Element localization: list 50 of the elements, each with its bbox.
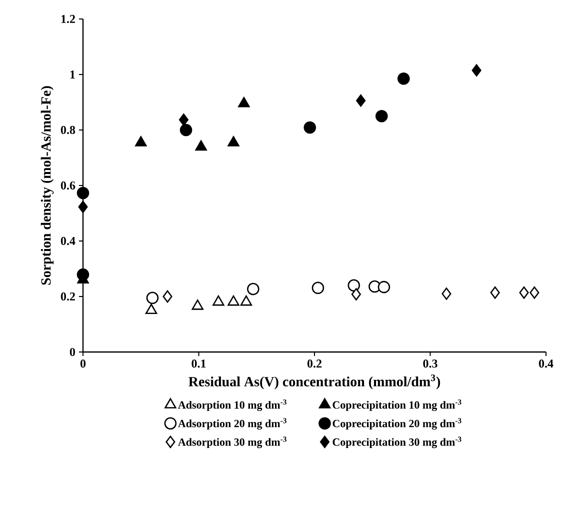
y-tick-label: 0.4 [60,236,76,246]
point [442,288,452,300]
legend-label: Coprecipitation 30 mg dm$^{-3}$ [332,436,462,448]
point [135,136,147,146]
legend-label: Adsorption 30 mg dm$^{-3}$ [178,436,286,448]
y-tick-label: 0 [70,348,76,356]
x-tick-label: 0.2 [307,360,322,368]
point [490,286,500,299]
y-tick-label: 1.2 [61,14,75,24]
point [76,268,90,281]
point [228,295,240,306]
point [212,295,224,306]
point [397,72,410,85]
legend-label: Coprecipitation 20 mg dm$^{-3}$ [332,418,462,430]
point [146,292,159,304]
y-tick-label: 1 [70,70,75,78]
x-tick-label: 0 [80,360,86,368]
x-tick-label: 0.1 [192,360,206,368]
y-tick-label: 0.8 [60,126,76,134]
point [192,300,204,310]
point [530,286,540,299]
x-tick-label: 0.3 [423,360,438,368]
point [312,282,324,294]
y-tick-label: 0.2 [60,292,75,301]
point [145,304,158,314]
point [228,136,240,146]
point [238,96,250,108]
x-axis-title: Residual As(V) concentration (mmol/dm$^{3}$) [188,374,440,390]
x-tick-label: 0.4 [538,360,554,368]
point [378,280,390,294]
point [519,286,529,299]
point [472,64,482,76]
legend-label: Coprecipitation 10 mg dm$^{-3}$ [332,399,462,411]
point [304,121,316,134]
y-tick-label: 0.6 [60,181,76,190]
point [180,124,192,136]
point [351,288,361,300]
point [162,290,172,303]
legend-label: Adsorption 20 mg dm$^{-3}$ [178,418,286,430]
point [348,279,360,292]
point [78,200,88,214]
point [76,186,90,200]
point [240,295,252,306]
point [375,110,388,122]
point [195,140,207,151]
point [356,94,366,107]
y-axis-title: Sorption density (mol-As/mol-Fe) [40,86,54,285]
point [247,282,260,296]
point [178,114,188,126]
legend-label: Adsorption 10 mg dm$^{-3}$ [178,399,286,411]
